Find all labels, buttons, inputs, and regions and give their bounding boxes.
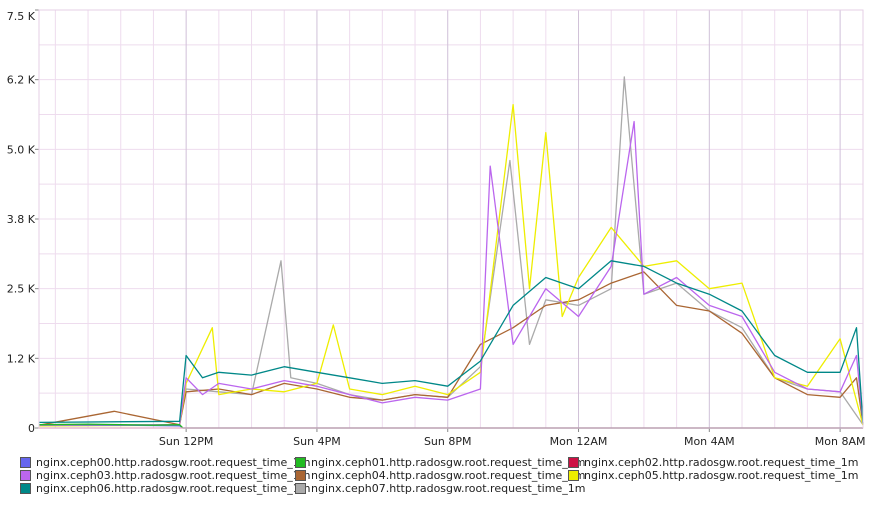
legend-item: nginx.ceph02.http.radosgw.root.request_t…: [568, 455, 858, 469]
legend-item: nginx.ceph00.http.radosgw.root.request_t…: [20, 455, 310, 469]
legend-label: nginx.ceph04.http.radosgw.root.request_t…: [311, 468, 586, 482]
legend-swatch: [295, 456, 306, 468]
y-tick-label: 6.2 K: [7, 74, 36, 87]
y-tick-label: 7.5 K: [7, 10, 36, 23]
legend-item: nginx.ceph05.http.radosgw.root.request_t…: [568, 468, 858, 482]
x-tick-label: Sun 8PM: [424, 435, 472, 448]
legend-swatch: [568, 456, 579, 468]
legend-label: nginx.ceph00.http.radosgw.root.request_t…: [36, 455, 311, 469]
series-line: [38, 104, 864, 427]
legend-swatch: [568, 469, 579, 481]
y-tick-label: 3.8 K: [7, 213, 36, 226]
legend-label: nginx.ceph07.http.radosgw.root.request_t…: [311, 481, 586, 495]
x-axis: Sun 12PM Sun 4PM Sun 8PM Mon 12AM Mon 4AM Mon…: [159, 428, 866, 448]
x-tick-label: Mon 8AM: [815, 435, 866, 448]
grid: [39, 10, 863, 428]
series-line: [38, 120, 864, 426]
legend-item: nginx.ceph04.http.radosgw.root.request_t…: [295, 468, 585, 482]
legend-item: nginx.ceph01.http.radosgw.root.request_t…: [295, 455, 585, 469]
legend-swatch: [20, 482, 31, 494]
series-line: [38, 76, 864, 427]
y-axis: 0 1.2 K 2.5 K 3.8 K 5.0 K 6.2 K 7.5 K: [7, 9, 39, 435]
legend-label: nginx.ceph05.http.radosgw.root.request_t…: [584, 468, 859, 482]
legend-swatch: [20, 469, 31, 481]
x-tick-label: Sun 12PM: [159, 435, 214, 448]
legend-label: nginx.ceph03.http.radosgw.root.request_t…: [36, 468, 311, 482]
series-line: [38, 271, 864, 426]
legend-swatch: [20, 456, 31, 468]
plot-frame: [38, 9, 864, 429]
legend-label: nginx.ceph06.http.radosgw.root.request_t…: [36, 481, 311, 495]
y-tick-label: 1.2 K: [7, 352, 36, 365]
legend-item: nginx.ceph03.http.radosgw.root.request_t…: [20, 468, 310, 482]
x-tick-label: Mon 4AM: [684, 435, 735, 448]
legend-item: nginx.ceph06.http.radosgw.root.request_t…: [20, 481, 310, 495]
legend-label: nginx.ceph02.http.radosgw.root.request_t…: [584, 455, 859, 469]
x-tick-label: Sun 4PM: [293, 435, 341, 448]
series-line: [38, 260, 864, 424]
legend-item: nginx.ceph07.http.radosgw.root.request_t…: [295, 481, 585, 495]
legend-swatch: [295, 482, 306, 494]
legend-swatch: [295, 469, 306, 481]
y-tick-label: 5.0 K: [7, 143, 36, 156]
y-tick-label: 0: [28, 422, 35, 435]
y-tick-label: 2.5 K: [7, 283, 36, 296]
legend-label: nginx.ceph01.http.radosgw.root.request_t…: [311, 455, 586, 469]
x-tick-label: Mon 12AM: [550, 435, 608, 448]
